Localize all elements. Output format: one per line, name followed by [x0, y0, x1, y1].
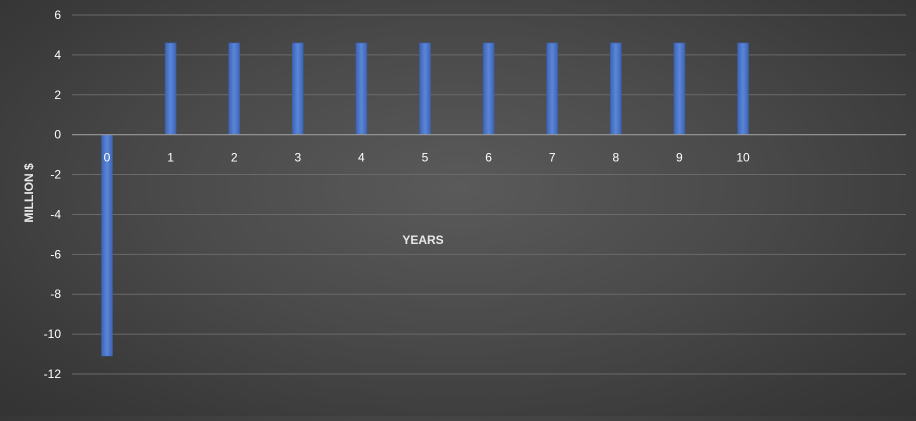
y-tick-label: -4 [50, 207, 61, 221]
y-tick-label: 2 [54, 88, 61, 102]
y-tick-label: -8 [50, 287, 61, 301]
y-tick-labels: 6 4 2 0 -2 -4 -6 -8 -10 -12 [44, 8, 62, 381]
x-tick-label: 1 [167, 151, 174, 165]
x-tick-label: 10 [736, 151, 750, 165]
x-tick-labels: 0 1 2 3 4 5 6 7 8 9 10 [104, 151, 750, 165]
y-tick-label: -2 [50, 168, 61, 182]
x-tick-label: 8 [612, 151, 619, 165]
bars [101, 42, 749, 357]
y-tick-label: -6 [50, 247, 61, 261]
x-tick-label: 5 [422, 151, 429, 165]
bar-3 [292, 42, 304, 135]
bar-1 [164, 42, 177, 135]
bar-7 [546, 42, 558, 135]
x-tick-label: 2 [231, 151, 238, 165]
y-tick-label: 4 [54, 48, 61, 62]
bar-10 [737, 42, 749, 135]
y-tick-label: 0 [54, 128, 61, 142]
bar-5 [419, 42, 431, 135]
x-axis-label: YEARS [402, 233, 443, 247]
y-tick-label: -12 [44, 367, 62, 381]
bar-4 [355, 42, 368, 135]
gridlines [72, 14, 906, 375]
bar-8 [610, 42, 622, 135]
x-tick-label: 4 [358, 151, 365, 165]
bar-6 [482, 42, 495, 135]
y-axis-label: MILLION $ [22, 163, 36, 223]
x-tick-label: 6 [485, 151, 492, 165]
x-tick-label: 0 [104, 151, 111, 165]
bar-2 [228, 42, 240, 135]
bar-9 [673, 42, 686, 135]
x-tick-label: 3 [294, 151, 301, 165]
x-tick-label: 9 [676, 151, 683, 165]
y-tick-label: -10 [44, 327, 62, 341]
x-tick-label: 7 [549, 151, 556, 165]
bar-0 [101, 134, 113, 357]
y-tick-label: 6 [54, 8, 61, 22]
